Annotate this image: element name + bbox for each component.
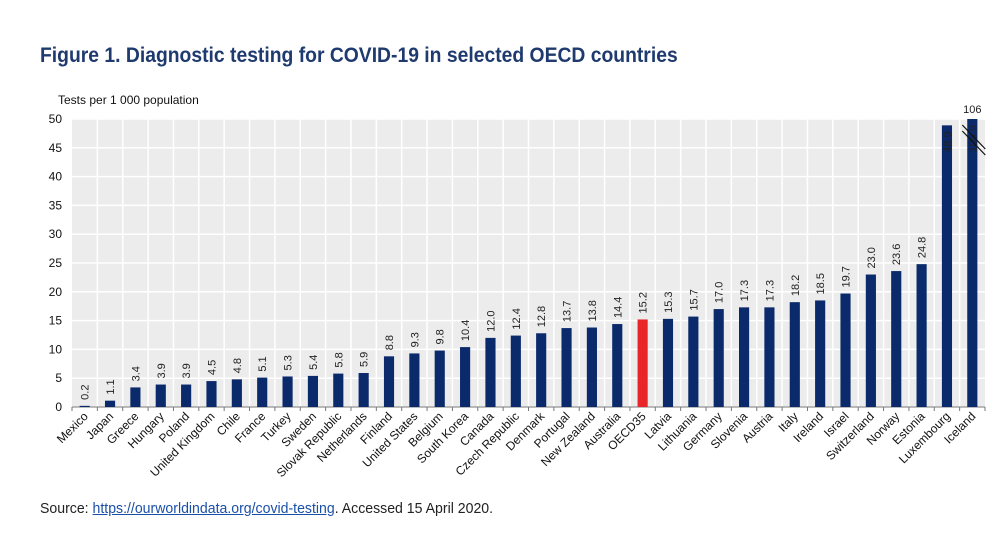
axis-break-mark <box>961 130 986 156</box>
data-label: 14.4 <box>612 297 624 318</box>
y-tick-label: 0 <box>55 400 62 414</box>
bar-chart: 0 5 10 15 20 25 30 35 40 45 50 Tests per 1 000 popu… <box>49 93 986 480</box>
bar-israel <box>840 293 851 407</box>
bar-germany <box>713 309 724 407</box>
bar-austria <box>764 307 775 407</box>
y-tick-label: 30 <box>49 227 63 241</box>
data-label: 23.6 <box>891 244 903 265</box>
data-label: 0.2 <box>80 385 92 400</box>
bar-canada <box>485 337 496 407</box>
source-suffix: . Accessed 15 April 2020. <box>334 500 494 517</box>
bar-sweden <box>307 375 319 407</box>
data-label: 1.1 <box>105 379 117 394</box>
source-note: Source: https://ourworldindata.org/covid… <box>40 500 493 517</box>
bar-united-kingdom <box>206 381 217 407</box>
bar-portugal <box>561 328 572 407</box>
bar-belgium <box>434 350 445 407</box>
bar-greece <box>130 387 141 407</box>
data-label: 13.7 <box>562 301 574 322</box>
source-prefix: Source: <box>40 500 93 517</box>
data-label: 17.3 <box>764 280 776 301</box>
data-label: 15.7 <box>688 289 700 310</box>
data-label: 24.8 <box>917 237 929 258</box>
data-label: 10.4 <box>460 320 472 341</box>
bar-slovenia <box>738 307 750 407</box>
bar-denmark <box>536 333 547 407</box>
axis-break-label: 106 <box>963 104 981 116</box>
data-label: 18.2 <box>790 275 802 296</box>
y-tick-label: 20 <box>49 285 63 299</box>
bar-oecd35 <box>637 319 648 407</box>
bar-france <box>257 377 268 407</box>
y-tick-label: 50 <box>49 112 63 126</box>
bar-ireland <box>815 300 826 407</box>
bar-slovak-republic <box>333 373 344 407</box>
data-label: 5.9 <box>359 352 371 367</box>
bar-turkey <box>282 376 293 407</box>
bar-mexico <box>79 405 90 407</box>
y-tick-label: 10 <box>49 342 63 356</box>
y-tick-label: 45 <box>49 141 63 155</box>
bar-new-zealand <box>586 327 597 407</box>
bar-luxembourg <box>941 125 953 407</box>
data-label: 9.8 <box>435 329 447 344</box>
bar-norway <box>891 271 902 407</box>
bar-switzerland <box>865 274 876 407</box>
bar-united-states <box>409 353 420 407</box>
bar-lithuania <box>688 316 699 407</box>
source-link[interactable]: https://ourworldindata.org/covid-testing <box>92 500 335 517</box>
data-label: 13.8 <box>587 300 599 321</box>
y-tick-label: 35 <box>49 198 63 212</box>
data-label: 23.0 <box>866 247 878 268</box>
data-label: 12.8 <box>536 306 548 327</box>
y-tick-label: 25 <box>49 256 63 270</box>
data-label: 12.0 <box>485 310 497 331</box>
data-label: 5.3 <box>283 355 295 370</box>
bar-finland <box>383 356 395 407</box>
bar-iceland <box>967 119 978 407</box>
x-tick-label: Mexico <box>54 409 91 446</box>
data-label: 12.4 <box>511 308 523 329</box>
data-label: 3.9 <box>181 363 193 378</box>
data-label: 19.7 <box>841 266 853 287</box>
data-label: 8.8 <box>384 335 396 350</box>
data-label: 5.1 <box>257 356 269 371</box>
data-label: 4.8 <box>232 358 244 373</box>
y-axis-label: Tests per 1 000 population <box>58 93 199 107</box>
bar-hungary <box>155 384 166 407</box>
data-label: 48.9 <box>942 131 954 152</box>
axis-break-mark <box>961 124 986 150</box>
bar-south-korea <box>460 347 471 407</box>
chart-title: Figure 1. Diagnostic testing for COVID-1… <box>40 44 678 67</box>
bar-netherlands <box>358 373 369 407</box>
bar-chile <box>231 379 242 407</box>
y-tick-label: 40 <box>49 170 63 184</box>
data-label: 15.3 <box>663 291 675 312</box>
data-label: 18.5 <box>815 273 827 294</box>
bar-japan <box>104 400 116 407</box>
bar-australia <box>612 324 623 407</box>
data-label: 9.3 <box>409 332 421 347</box>
y-tick-label: 5 <box>55 371 62 385</box>
data-label: 15.2 <box>638 292 650 313</box>
bar-estonia <box>916 264 927 407</box>
bar-czech-republic <box>510 335 521 407</box>
bar-italy <box>789 302 800 407</box>
data-label: 5.8 <box>333 352 345 367</box>
data-label: 3.4 <box>130 366 142 381</box>
data-label: 5.4 <box>308 355 320 370</box>
data-label: 17.0 <box>714 282 726 303</box>
y-tick-label: 15 <box>49 314 63 328</box>
data-label: 17.3 <box>739 280 751 301</box>
data-label: 3.9 <box>156 363 168 378</box>
data-label: 4.5 <box>206 360 218 375</box>
bar-poland <box>181 384 192 407</box>
bar-latvia <box>662 318 674 407</box>
